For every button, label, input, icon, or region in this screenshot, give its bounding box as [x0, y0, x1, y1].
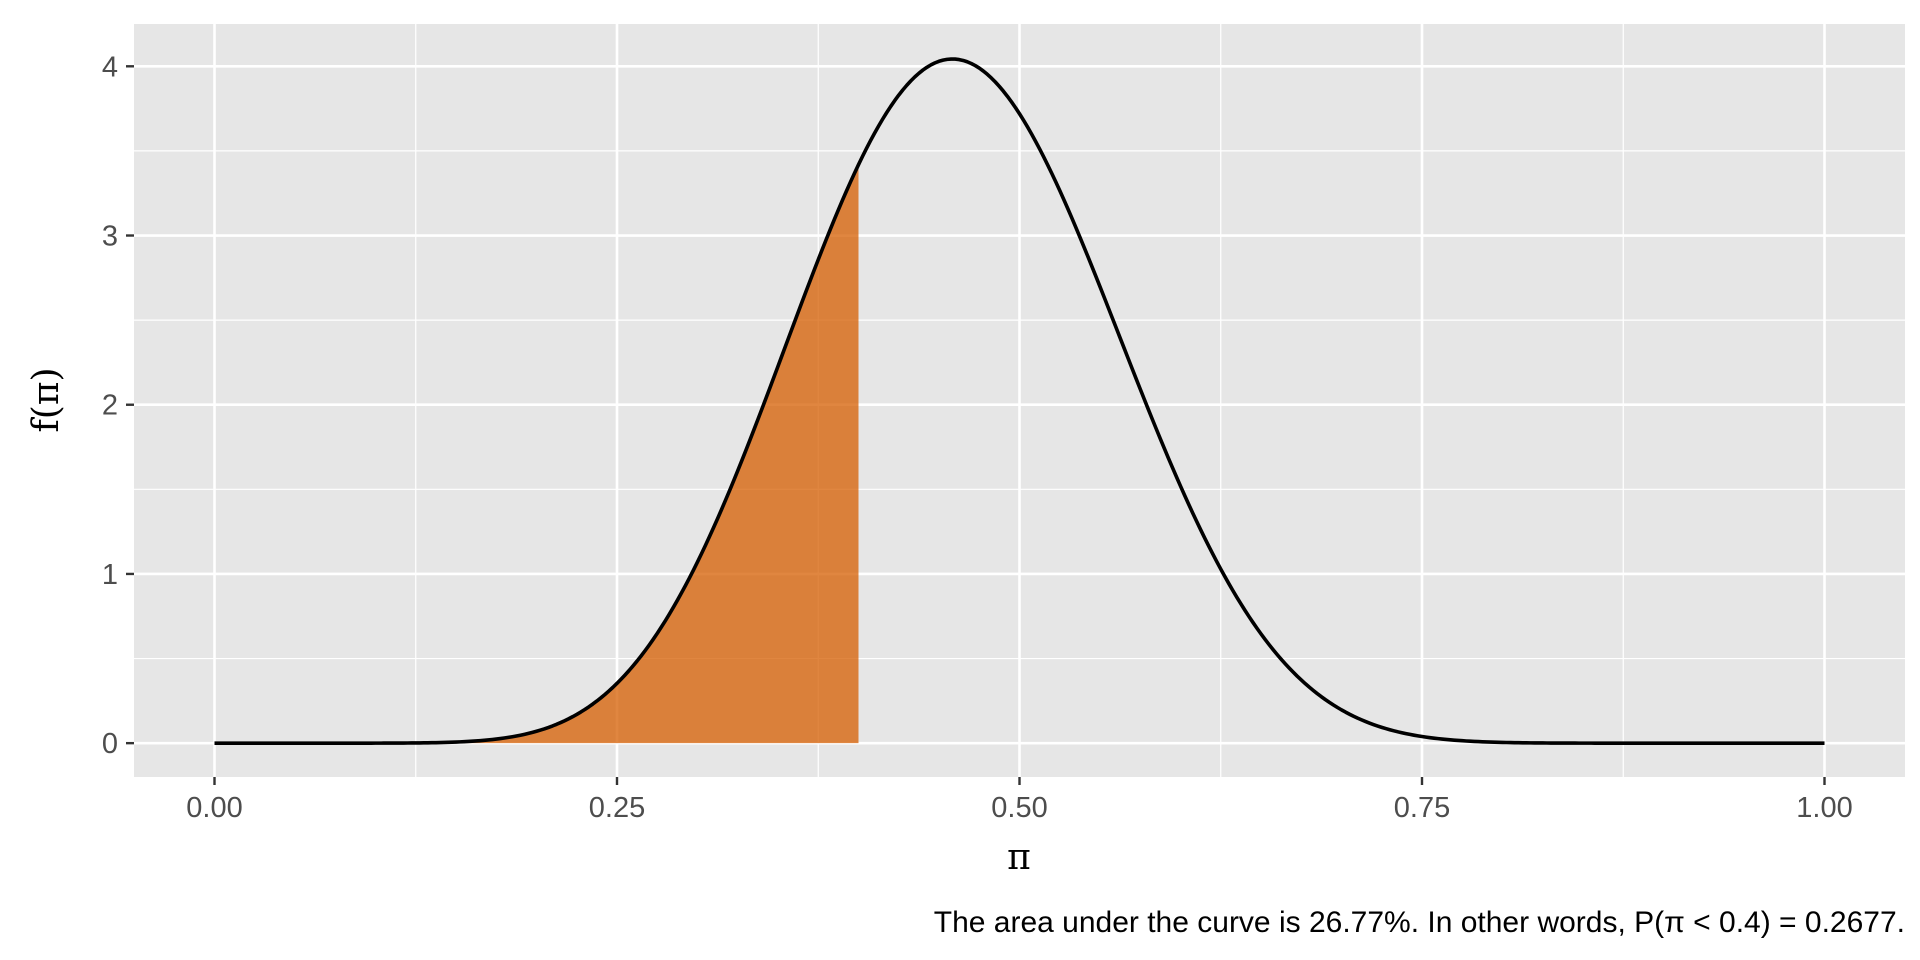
y-tick-label: 0 [102, 728, 118, 760]
x-tick-label: 1.00 [1796, 792, 1852, 824]
x-tick-label: 0.75 [1394, 792, 1450, 824]
x-tick-label: 0.00 [186, 792, 242, 824]
y-tick-label: 1 [102, 559, 118, 591]
x-tick-label: 0.50 [991, 792, 1047, 824]
chart-caption: The area under the curve is 26.77%. In o… [934, 906, 1905, 939]
y-tick-label: 2 [102, 390, 118, 422]
density-curve [214, 57, 1825, 745]
major-gridlines [134, 24, 1905, 777]
x-axis-title: π [1007, 837, 1031, 878]
shaded-area [214, 164, 859, 744]
y-axis: 0 1 2 3 4 [102, 51, 134, 760]
x-axis: 0.00 0.25 0.50 0.75 1.00 [186, 777, 1853, 824]
y-axis-title: f(π) [26, 367, 67, 432]
y-tick-label: 4 [102, 51, 118, 83]
x-tick-label: 0.25 [589, 792, 645, 824]
y-tick-label: 3 [102, 221, 118, 253]
